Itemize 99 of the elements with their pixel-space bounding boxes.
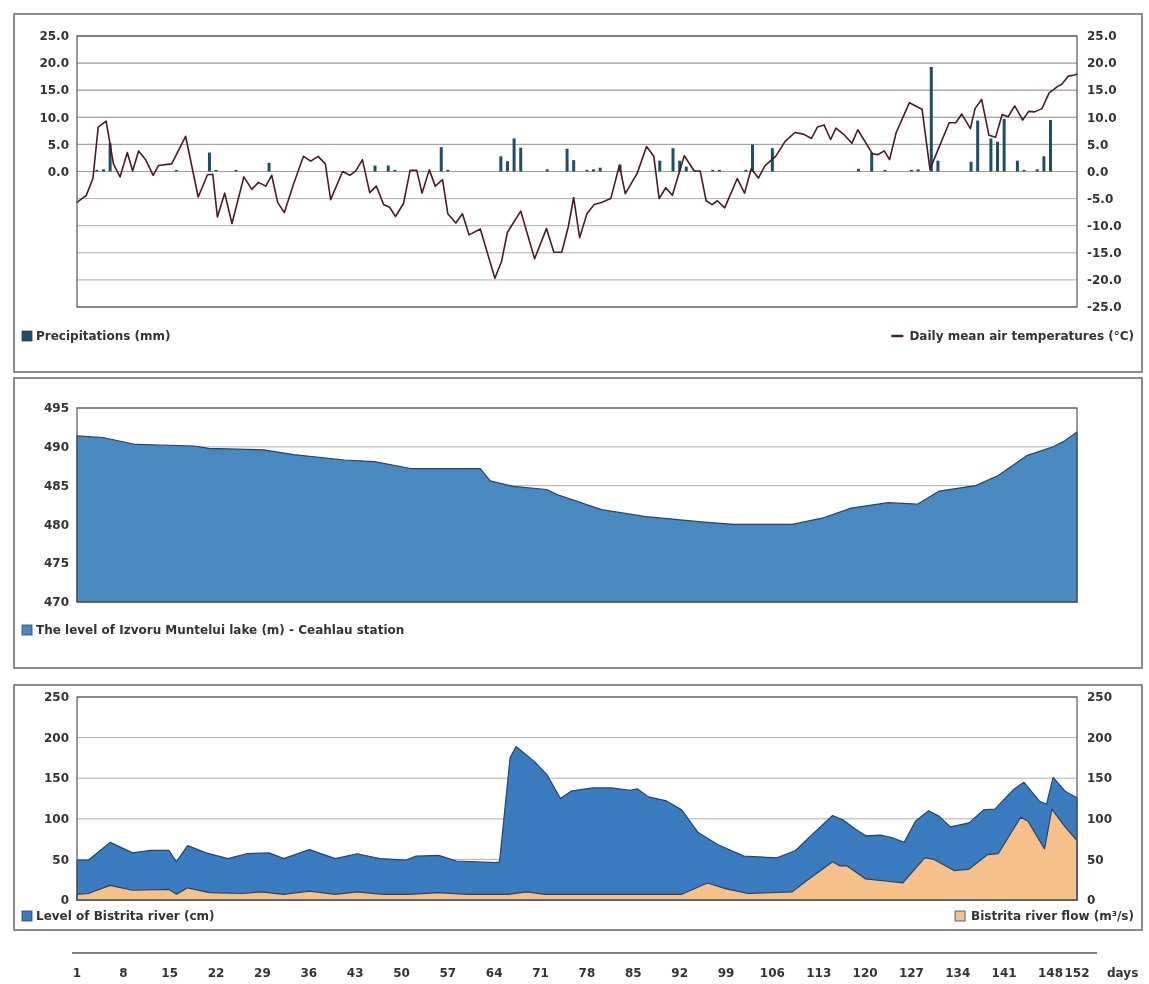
y2-tick-label: 200	[1087, 730, 1113, 745]
bar	[936, 160, 940, 172]
y2-tick-label: 25.0	[1087, 29, 1117, 44]
x-tick-label: 43	[346, 966, 364, 980]
y2-tick-label: -5.0	[1087, 191, 1114, 206]
x-tick-label: 8	[119, 966, 128, 980]
y-tick-label: 100	[43, 812, 69, 826]
legend-label: The level of Izvoru Muntelui lake (m) - Ceahlau station	[36, 623, 405, 637]
x-tick-label: 127	[898, 966, 924, 980]
bar	[499, 156, 503, 172]
bar	[512, 138, 516, 172]
y2-tick-label: 0.0	[1087, 164, 1109, 179]
bar	[684, 166, 688, 172]
x-tick-label: 22	[207, 966, 225, 980]
y-tick-label: 50	[52, 852, 69, 867]
x-tick-label: 57	[439, 966, 457, 980]
y2-tick-label: 250	[1087, 690, 1113, 705]
x-tick-label: 50	[393, 966, 410, 980]
x-tick-label: 120	[852, 966, 878, 980]
y2-tick-label: -10.0	[1087, 218, 1122, 233]
y2-tick-label: 0	[1087, 893, 1096, 908]
y2-tick-label: -15.0	[1087, 246, 1122, 260]
y2-tick-label: -20.0	[1087, 273, 1122, 288]
bar	[969, 161, 973, 172]
bar	[751, 144, 754, 172]
bar	[101, 169, 105, 172]
y2-tick-label: 100	[1087, 812, 1113, 826]
y-tick-label: 0.0	[47, 164, 69, 179]
x-tick-label: 141	[991, 966, 1017, 980]
y-tick-label: 25.0	[39, 29, 69, 44]
y-tick-label: 150	[43, 771, 69, 786]
bar	[373, 165, 377, 172]
bar	[505, 161, 509, 172]
bar	[1049, 120, 1053, 172]
y-tick-label: 495	[43, 401, 69, 416]
x-tick-label: 152	[1064, 966, 1090, 980]
y2-tick-label: 10.0	[1087, 110, 1117, 125]
bar	[989, 138, 993, 172]
y-tick-label: 470	[43, 595, 69, 610]
y-tick-label: 200	[43, 730, 69, 745]
bar	[976, 120, 980, 172]
x-tick-label: 78	[578, 966, 596, 980]
bar	[207, 152, 211, 172]
legend-label: Level of Bistrita river (cm)	[36, 909, 215, 923]
bar	[519, 147, 523, 172]
bar	[572, 160, 576, 172]
y-tick-label: 250	[43, 690, 69, 705]
bar	[1002, 118, 1006, 172]
x-tick-label: 15	[161, 966, 179, 980]
legend-label: Bistrita river flow (m³/s)	[971, 909, 1134, 923]
x-tick-label: 71	[532, 966, 549, 980]
line-series	[76, 73, 1078, 280]
x-tick-label: 113	[806, 966, 832, 980]
bar	[658, 160, 662, 172]
bar	[1035, 169, 1039, 172]
x-tick-label: 134	[945, 966, 971, 980]
bar	[671, 148, 675, 172]
x-tick-label: 36	[300, 966, 318, 980]
y-tick-label: 20.0	[39, 56, 69, 71]
bar	[996, 141, 1000, 172]
y2-tick-label: 15.0	[1087, 83, 1117, 98]
bar	[592, 169, 596, 172]
y-tick-label: 10.0	[39, 110, 69, 125]
bar	[929, 66, 933, 172]
y-tick-label: 475	[43, 556, 69, 571]
bar	[870, 152, 874, 172]
x-tick-label: 29	[254, 966, 271, 980]
legend-label: Precipitations (mm)	[36, 329, 171, 343]
y-tick-label: 0	[60, 893, 69, 908]
x-tick-label: 148	[1037, 966, 1064, 980]
bar	[1042, 156, 1046, 172]
bar	[439, 147, 443, 172]
y2-tick-label: 150	[1087, 771, 1113, 786]
y-tick-label: 485	[43, 478, 69, 493]
bar	[916, 169, 920, 172]
x-axis-title: days	[1107, 966, 1139, 980]
y2-tick-label: 5.0	[1087, 137, 1109, 152]
x-tick-label: 99	[717, 966, 735, 980]
x-tick-label: 64	[485, 966, 503, 980]
y2-tick-label: 50	[1087, 852, 1104, 867]
x-tick-label: 92	[671, 966, 688, 980]
x-tick-label: 85	[624, 966, 642, 980]
y-tick-label: 480	[43, 517, 69, 532]
x-tick-label: 1	[72, 966, 82, 980]
y-tick-label: 490	[43, 440, 69, 454]
bar	[856, 168, 860, 172]
bar	[1015, 160, 1019, 172]
bar	[267, 162, 271, 172]
bar	[598, 167, 602, 172]
y2-tick-label: 20.0	[1087, 56, 1117, 71]
y2-tick-label: -25.0	[1087, 300, 1122, 315]
bar	[386, 165, 390, 172]
bar	[545, 169, 549, 172]
x-tick-label: 106	[759, 966, 785, 980]
bar	[565, 148, 569, 172]
legend-label: Daily mean air temperatures (°C)	[909, 329, 1134, 343]
y-tick-label: 15.0	[39, 83, 69, 98]
y-tick-label: 5.0	[47, 137, 69, 152]
bar	[770, 148, 774, 172]
